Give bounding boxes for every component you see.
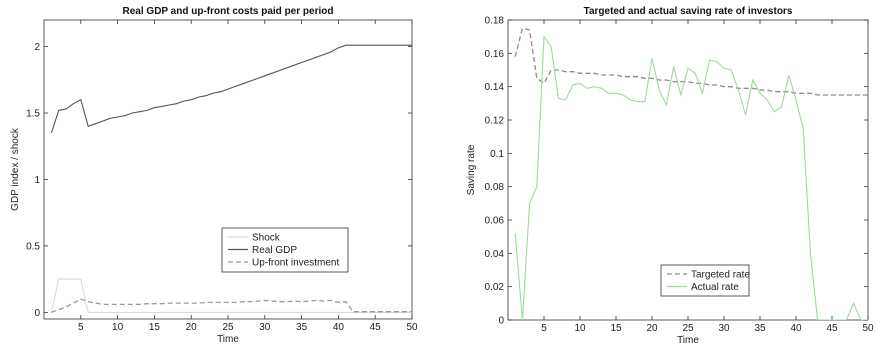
series-line-targeted-rate <box>514 27 868 96</box>
legend-label: Up-front investment <box>252 258 339 269</box>
legend-label: Shock <box>252 233 281 244</box>
y-tick-label: 0.12 <box>485 116 505 127</box>
y-tick-label: 0.18 <box>485 16 505 27</box>
x-tick-label: 35 <box>296 322 308 333</box>
x-tick-label: 35 <box>754 323 766 334</box>
chart-2: Targeted and actual saving rate of inves… <box>466 6 874 346</box>
x-tick-label: 45 <box>370 322 382 333</box>
chart-1: Real GDP and up-front costs paid per per… <box>10 6 418 345</box>
y-tick-label: 0.02 <box>485 282 505 293</box>
x-axis-label: Time <box>677 335 699 346</box>
y-tick-label: 0 <box>34 308 40 319</box>
x-tick-label: 30 <box>259 322 271 333</box>
legend-label: Actual rate <box>691 282 739 293</box>
y-tick-label: 1 <box>34 175 40 186</box>
y-tick-label: 0.14 <box>485 82 505 93</box>
x-tick-label: 25 <box>682 323 694 334</box>
series-line-shock <box>50 278 412 313</box>
y-tick-label: 2 <box>34 42 40 53</box>
x-tick-label: 40 <box>790 323 802 334</box>
legend-label: Real GDP <box>252 245 297 256</box>
x-tick-label: 15 <box>149 322 161 333</box>
x-tick-label: 50 <box>406 322 418 333</box>
x-tick-label: 10 <box>112 322 124 333</box>
x-tick-label: 5 <box>78 322 84 333</box>
y-tick-label: 0.1 <box>490 149 504 160</box>
y-tick-label: 0.06 <box>485 216 505 227</box>
x-tick-label: 50 <box>862 323 874 334</box>
x-tick-label: 10 <box>574 323 586 334</box>
y-axis-label: Saving rate <box>466 144 477 195</box>
x-tick-label: 5 <box>541 323 547 334</box>
series-line-real-gdp <box>50 44 412 134</box>
x-axis-label: Time <box>217 334 239 345</box>
legend-label: Targeted rate <box>691 270 750 281</box>
legend-box <box>660 264 750 297</box>
chart-title: Targeted and actual saving rate of inves… <box>584 6 793 17</box>
x-tick-label: 45 <box>826 323 838 334</box>
y-tick-label: 1.5 <box>26 109 40 120</box>
series-line-actual-rate <box>514 35 868 320</box>
y-tick-label: 0 <box>498 316 504 327</box>
y-axis-label: GDP index / shock <box>10 127 21 211</box>
y-tick-label: 0.04 <box>485 249 505 260</box>
chart-title: Real GDP and up-front costs paid per per… <box>123 6 334 17</box>
x-tick-label: 20 <box>186 322 198 333</box>
x-tick-label: 40 <box>333 322 345 333</box>
x-tick-label: 25 <box>222 322 234 333</box>
x-tick-label: 30 <box>718 323 730 334</box>
y-tick-label: 0.08 <box>485 182 505 193</box>
plot-frame <box>43 19 413 320</box>
series-line-up-front-investment <box>51 298 412 314</box>
x-tick-label: 20 <box>646 323 658 334</box>
x-tick-label: 15 <box>610 323 622 334</box>
y-tick-label: 0.5 <box>26 241 40 252</box>
y-tick-label: 0.16 <box>485 49 505 60</box>
